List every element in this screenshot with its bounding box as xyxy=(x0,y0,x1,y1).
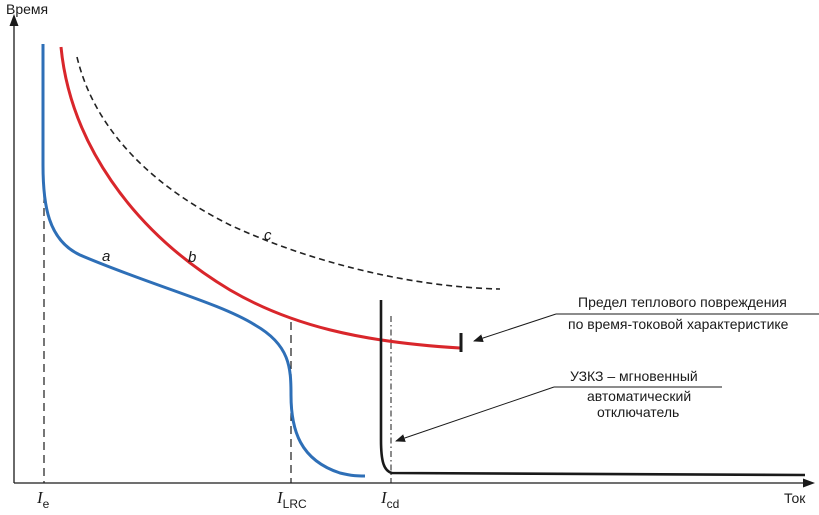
curve-b xyxy=(59,46,461,350)
fuse-characteristic xyxy=(379,300,806,477)
y-axis-arrow-icon xyxy=(9,14,19,26)
thermal-annotation-line2: по время-токовой характеристике xyxy=(568,316,789,332)
curve-a-label: a xyxy=(102,248,110,265)
tick-ilrc: ILRC xyxy=(276,488,307,511)
curve-c xyxy=(76,56,501,290)
x-axis-label: Ток xyxy=(784,490,806,506)
x-axis-arrow-icon xyxy=(803,478,815,488)
tick-icd: Icd xyxy=(380,488,399,511)
uzkz-annotation-line1: УЗКЗ – мгновенный xyxy=(570,368,698,384)
thermal-annotation-line1: Предел теплового повреждения xyxy=(578,294,787,310)
thermal-annotation-leader xyxy=(473,313,557,342)
uzkz-annotation-line2: автоматический xyxy=(587,388,691,404)
curve-c-label: c xyxy=(264,227,272,244)
uzkz-annotation-leader xyxy=(395,386,555,442)
uzkz-annotation-line3: отключатель xyxy=(597,404,679,420)
y-axis-label: Время xyxy=(6,1,48,17)
curve-a xyxy=(41,44,366,478)
curve-b-label: b xyxy=(188,249,196,266)
tick-ie: Ie xyxy=(36,488,50,511)
